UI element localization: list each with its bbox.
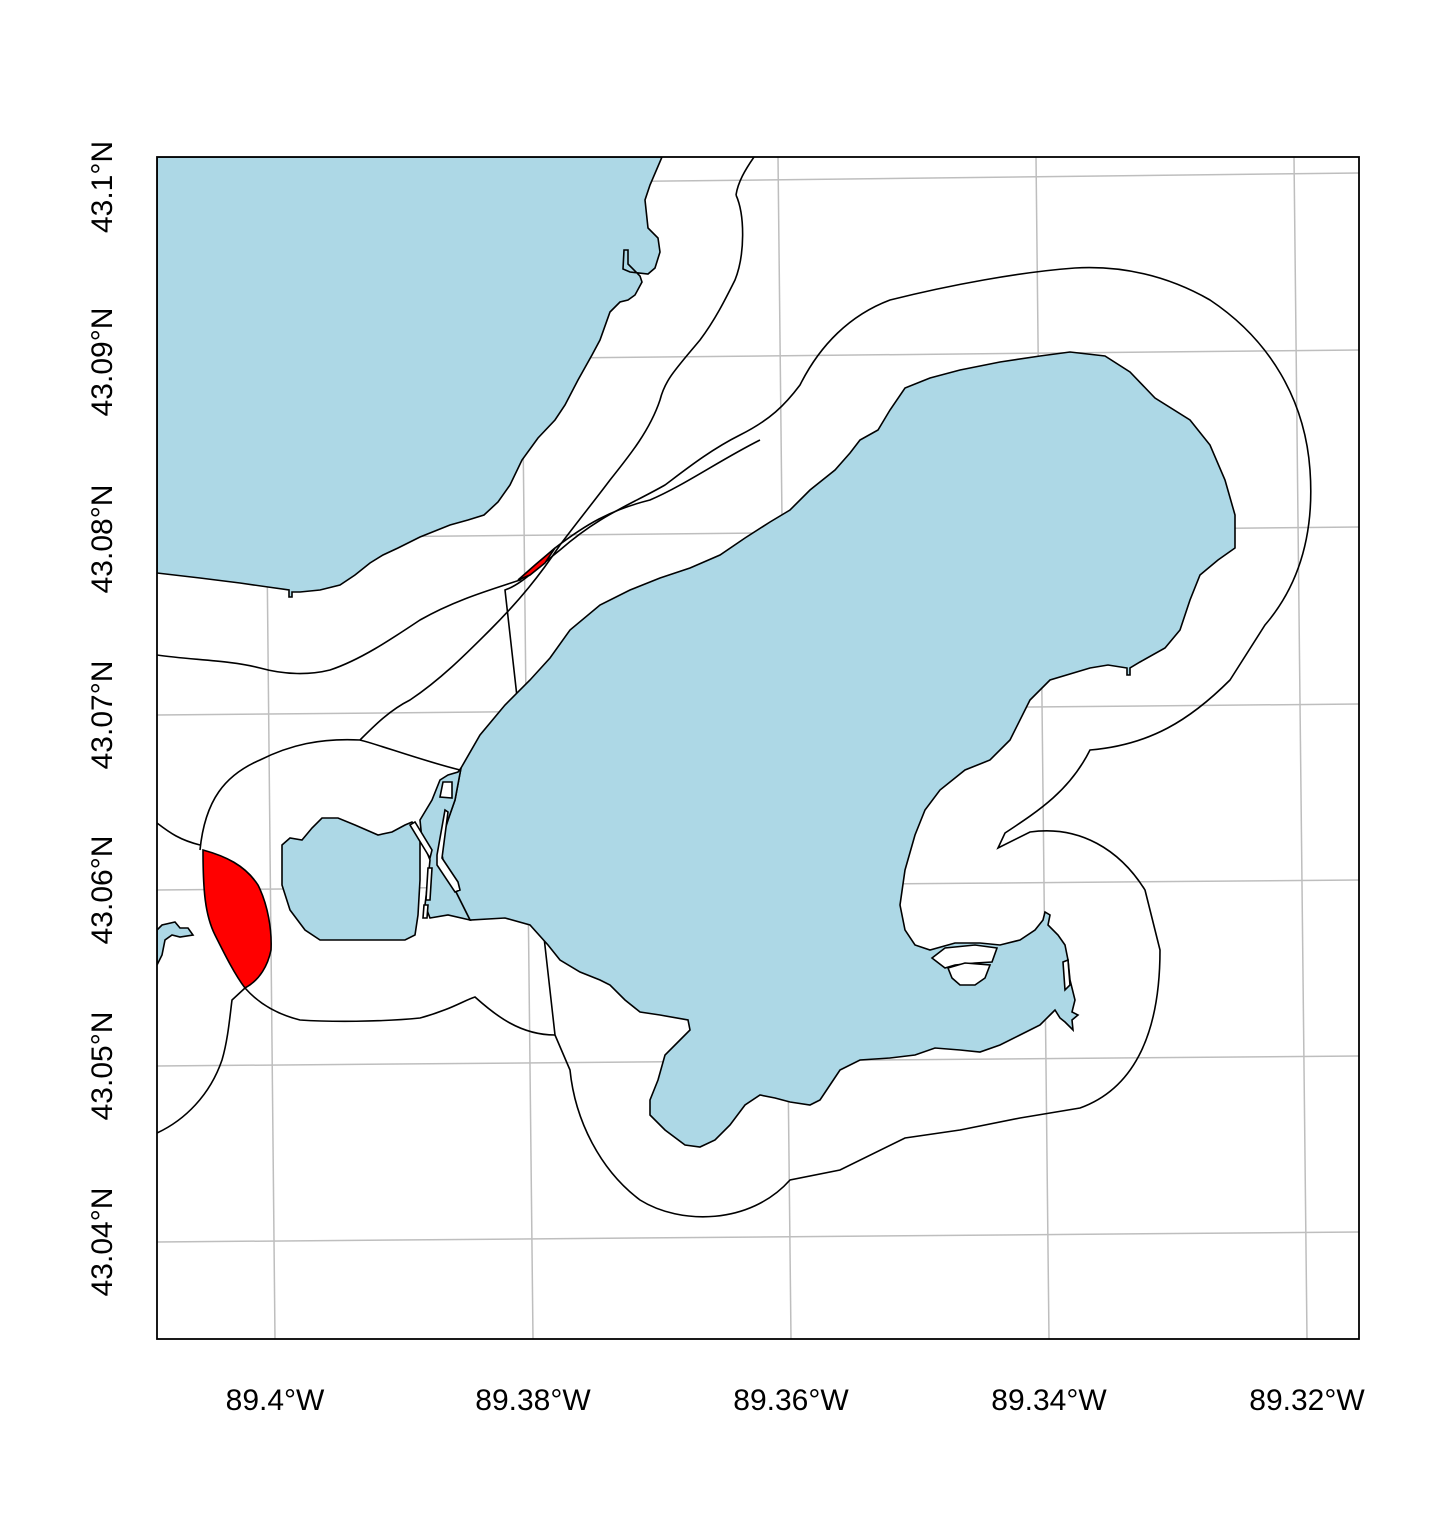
lake-north-buffer-edge (735, 157, 755, 196)
y-tick-label: 43.07°N (86, 661, 119, 770)
x-axis: 89.4°W 89.38°W 89.36°W 89.34°W 89.32°W (226, 1384, 1366, 1417)
buffer-intersection-north (517, 547, 556, 581)
y-tick-label: 43.08°N (86, 485, 119, 594)
graticule-line (1035, 157, 1050, 1339)
buffer-intersection-west (202, 848, 272, 990)
lake-north-buffer-inner (199, 194, 744, 851)
graticule-line (1293, 157, 1308, 1339)
lake-east (439, 351, 1236, 1148)
lake-west-buffer (244, 739, 556, 1036)
x-tick-label: 89.4°W (226, 1384, 325, 1417)
plot-panel (156, 156, 1360, 1340)
pier-island (408, 820, 433, 861)
y-axis: 43.1°N 43.09°N 43.08°N 43.07°N 43.06°N 4… (86, 141, 119, 1296)
y-tick-label: 43.05°N (86, 1012, 119, 1121)
x-tick-label: 89.34°W (991, 1384, 1107, 1417)
lake-east-buffer-outer (504, 266, 1312, 1218)
x-tick-label: 89.36°W (733, 1384, 849, 1417)
x-tick-label: 89.32°W (1249, 1384, 1365, 1417)
lake-north-buffer-outer (157, 439, 761, 675)
lake-far-west (157, 921, 195, 966)
pier-island (425, 867, 433, 901)
lake-east-island (1062, 958, 1071, 992)
graticule-line (157, 1231, 1359, 1243)
x-tick-label: 89.38°W (475, 1384, 591, 1417)
y-tick-label: 43.06°N (86, 836, 119, 945)
lake-east-island (930, 944, 999, 969)
y-tick-label: 43.1°N (86, 141, 119, 233)
pier-island (436, 808, 461, 893)
lake-east-island (946, 962, 992, 986)
y-tick-label: 43.09°N (86, 308, 119, 417)
pier-island (422, 904, 429, 919)
y-tick-label: 43.04°N (86, 1188, 119, 1297)
pier-island (439, 781, 453, 799)
lake-far-west-buffer (157, 822, 246, 1134)
lake-west (281, 817, 421, 941)
lake-north (157, 157, 663, 598)
